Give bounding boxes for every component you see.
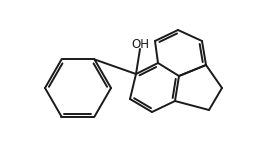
Text: OH: OH [131,37,149,51]
